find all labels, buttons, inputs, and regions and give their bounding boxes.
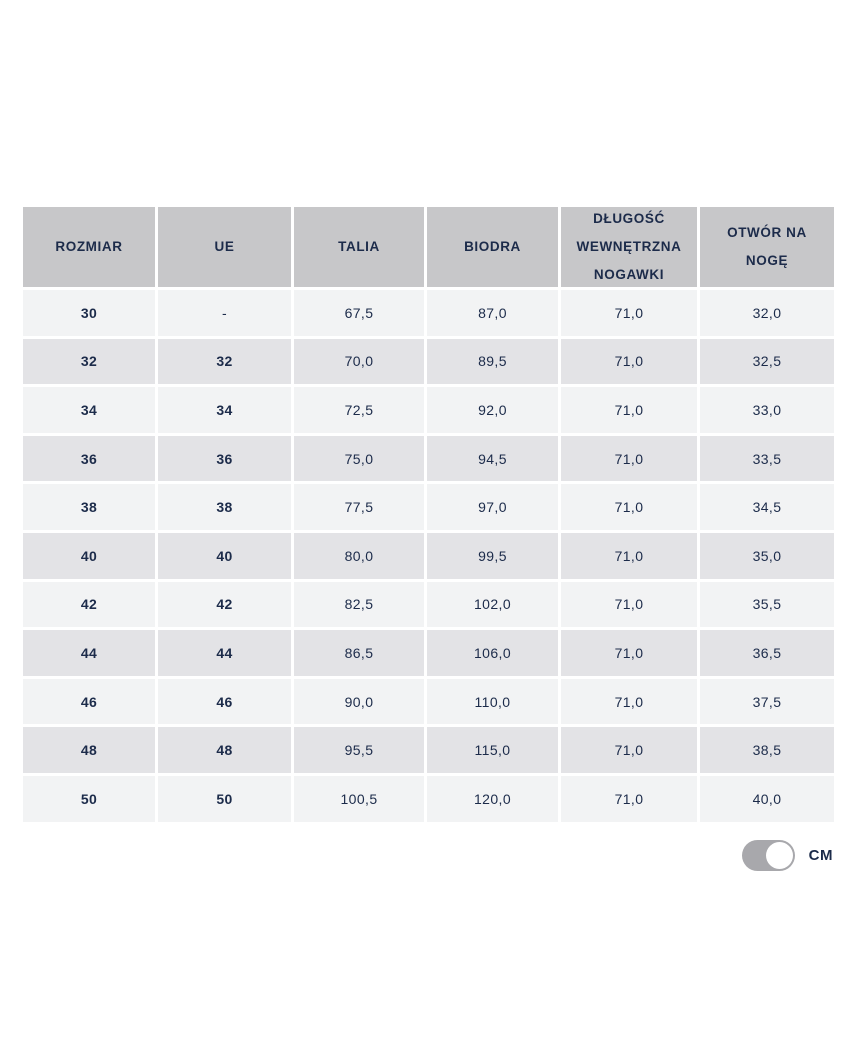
size-cell-row6-col5: 35,5 xyxy=(700,581,834,628)
size-cell-row10-col4: 71,0 xyxy=(561,775,697,822)
size-cell-row9-col4: 71,0 xyxy=(561,727,697,773)
size-cell-row2-col0: 34 xyxy=(23,387,155,433)
size-cell-row0-col2: 67,5 xyxy=(294,290,424,336)
size-cell-row5-col1: 40 xyxy=(158,532,291,579)
size-cell-row0-col5: 32,0 xyxy=(700,290,834,336)
size-cell-row4-col5: 34,5 xyxy=(700,484,834,530)
size-table: ROZMIAR UE TALIA BIODRA DŁUGOŚĆ WEWNĘTRZNA N… xyxy=(23,207,834,822)
size-cell-row4-col3: 97,0 xyxy=(427,484,558,530)
size-cell-row9-col0: 48 xyxy=(23,727,155,773)
size-cell-row0-col3: 87,0 xyxy=(427,290,558,336)
size-cell-row7-col0: 44 xyxy=(23,630,155,676)
size-cell-row7-col2: 86,5 xyxy=(294,630,424,676)
size-cell-row10-col5: 40,0 xyxy=(700,775,834,822)
size-cell-row6-col0: 42 xyxy=(23,581,155,628)
size-cell-row1-col1: 32 xyxy=(158,338,291,385)
size-cell-row7-col1: 44 xyxy=(158,630,291,676)
size-cell-row9-col3: 115,0 xyxy=(427,727,558,773)
size-cell-row3-col3: 94,5 xyxy=(427,435,558,482)
size-cell-row5-col4: 71,0 xyxy=(561,532,697,579)
size-cell-row5-col5: 35,0 xyxy=(700,532,834,579)
size-cell-row7-col5: 36,5 xyxy=(700,630,834,676)
size-cell-row6-col2: 82,5 xyxy=(294,581,424,628)
size-cell-row7-col3: 106,0 xyxy=(427,630,558,676)
size-cell-row1-col0: 32 xyxy=(23,338,155,385)
size-cell-row8-col3: 110,0 xyxy=(427,678,558,725)
size-cell-row1-col5: 32,5 xyxy=(700,338,834,385)
size-cell-row9-col2: 95,5 xyxy=(294,727,424,773)
size-cell-row6-col4: 71,0 xyxy=(561,581,697,628)
size-cell-row4-col2: 77,5 xyxy=(294,484,424,530)
column-header-3: BIODRA xyxy=(427,207,558,287)
size-cell-row3-col4: 71,0 xyxy=(561,435,697,482)
size-cell-row3-col2: 75,0 xyxy=(294,435,424,482)
size-cell-row4-col4: 71,0 xyxy=(561,484,697,530)
size-cell-row3-col0: 36 xyxy=(23,435,155,482)
unit-toggle[interactable] xyxy=(741,840,795,871)
size-cell-row2-col4: 71,0 xyxy=(561,387,697,433)
column-header-1: UE xyxy=(158,207,291,287)
size-cell-row10-col3: 120,0 xyxy=(427,775,558,822)
column-header-5: OTWÓR NA NOGĘ xyxy=(700,207,834,287)
size-cell-row6-col1: 42 xyxy=(158,581,291,628)
unit-label: CM xyxy=(808,847,833,864)
column-header-2: TALIA xyxy=(294,207,424,287)
size-cell-row8-col4: 71,0 xyxy=(561,678,697,725)
size-cell-row0-col0: 30 xyxy=(23,290,155,336)
size-cell-row3-col1: 36 xyxy=(158,435,291,482)
size-cell-row3-col5: 33,5 xyxy=(700,435,834,482)
size-cell-row10-col1: 50 xyxy=(158,775,291,822)
size-cell-row9-col5: 38,5 xyxy=(700,727,834,773)
size-cell-row8-col0: 46 xyxy=(23,678,155,725)
unit-toggle-knob xyxy=(765,842,793,869)
size-cell-row5-col0: 40 xyxy=(23,532,155,579)
size-cell-row5-col2: 80,0 xyxy=(294,532,424,579)
size-cell-row6-col3: 102,0 xyxy=(427,581,558,628)
size-cell-row8-col2: 90,0 xyxy=(294,678,424,725)
column-header-4: DŁUGOŚĆ WEWNĘTRZNA NOGAWKI xyxy=(561,207,697,287)
unit-toggle-row: CM xyxy=(741,840,833,871)
size-cell-row10-col2: 100,5 xyxy=(294,775,424,822)
size-cell-row8-col1: 46 xyxy=(158,678,291,725)
size-cell-row0-col4: 71,0 xyxy=(561,290,697,336)
size-cell-row1-col2: 70,0 xyxy=(294,338,424,385)
size-cell-row2-col1: 34 xyxy=(158,387,291,433)
size-cell-row2-col2: 72,5 xyxy=(294,387,424,433)
size-cell-row4-col1: 38 xyxy=(158,484,291,530)
size-cell-row9-col1: 48 xyxy=(158,727,291,773)
size-cell-row0-col1: - xyxy=(158,290,291,336)
size-cell-row2-col5: 33,0 xyxy=(700,387,834,433)
size-cell-row7-col4: 71,0 xyxy=(561,630,697,676)
size-cell-row4-col0: 38 xyxy=(23,484,155,530)
size-cell-row5-col3: 99,5 xyxy=(427,532,558,579)
size-cell-row1-col3: 89,5 xyxy=(427,338,558,385)
size-cell-row2-col3: 92,0 xyxy=(427,387,558,433)
column-header-0: ROZMIAR xyxy=(23,207,155,287)
size-cell-row8-col5: 37,5 xyxy=(700,678,834,725)
size-cell-row1-col4: 71,0 xyxy=(561,338,697,385)
size-cell-row10-col0: 50 xyxy=(23,775,155,822)
